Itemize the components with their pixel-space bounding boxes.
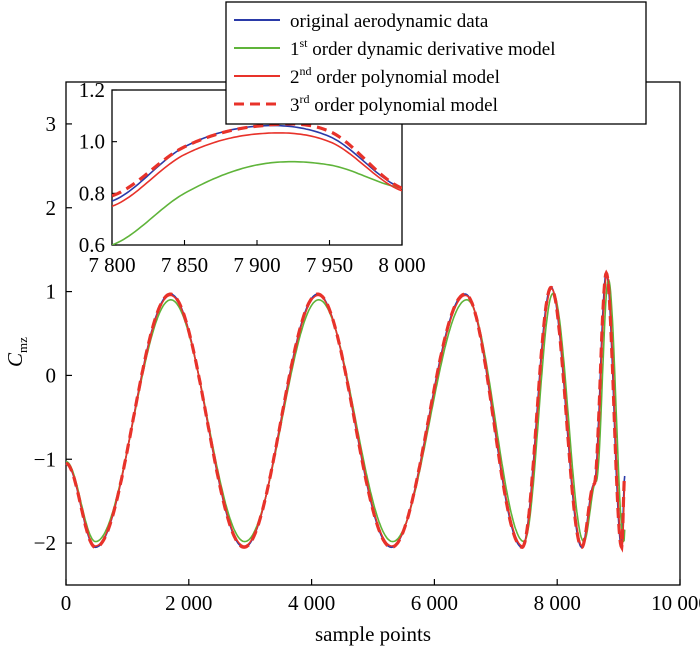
legend: original aerodynamic data 1st order dynam…: [225, 1, 647, 125]
y-tick-label: 0: [46, 363, 57, 387]
legend-label-sup: rd: [300, 92, 310, 106]
inset-x-tick-label: 7 950: [306, 253, 353, 277]
x-tick-label: 4 000: [288, 591, 335, 615]
x-tick-label: 10 000: [651, 591, 700, 615]
inset-y-tick-label: 0.6: [79, 233, 105, 257]
x-axis-label: sample points: [315, 622, 431, 646]
legend-label-rest: order polynomial model: [310, 95, 498, 116]
inset-x-tick-label: 7 900: [233, 253, 280, 277]
y-tick-label: 3: [46, 112, 57, 136]
legend-label-text: 1: [290, 39, 300, 60]
series-line-1: [65, 271, 626, 551]
x-tick-label: 0: [61, 591, 72, 615]
y-tick-label: 2: [46, 196, 57, 220]
legend-label-text: original aerodynamic data: [290, 11, 489, 32]
series-line-2: [65, 279, 626, 543]
legend-label-text: 2: [290, 67, 300, 88]
y-tick-label: −2: [34, 531, 56, 555]
series-line-4: [65, 269, 627, 553]
legend-label-4: 3rd order polynomial model: [290, 92, 498, 116]
x-tick-label: 2 000: [165, 591, 212, 615]
inset-series-line-3: [112, 132, 402, 208]
y-axis-label: Cmz: [3, 337, 30, 367]
inset-x-tick-label: 7 850: [161, 253, 208, 277]
legend-label-3: 2nd order polynomial model: [290, 64, 500, 88]
inset-x-tick-label: 8 000: [378, 253, 425, 277]
legend-frame: [225, 1, 647, 125]
legend-label-1: original aerodynamic data: [290, 11, 489, 32]
y-axis-label-sub: mz: [15, 337, 30, 353]
main-plot: 0 2 000 4 000 6 000 8 000 10 000 −2 −1 0 1 2 3: [34, 81, 700, 615]
x-tick-label: 6 000: [411, 591, 458, 615]
legend-label-sup: nd: [300, 64, 312, 78]
inset-series-line-2: [112, 160, 402, 245]
inset-series-line-4: [112, 122, 402, 198]
inset-y-tick-label: 1.2: [79, 78, 105, 102]
inset-y-tick-label: 1.0: [79, 130, 105, 154]
legend-label-text: 3: [290, 95, 300, 116]
y-tick-label: 1: [46, 280, 57, 304]
series-line-3: [65, 272, 626, 549]
legend-label-rest: order dynamic derivative model: [308, 39, 556, 60]
legend-label-rest: order polynomial model: [312, 67, 500, 88]
legend-label-2: 1st order dynamic derivative model: [290, 36, 555, 60]
y-axis-label-main: C: [3, 352, 27, 367]
y-tick-label: −1: [34, 447, 56, 471]
x-tick-label: 8 000: [534, 591, 581, 615]
inset-x-tick-label: 7 800: [88, 253, 135, 277]
legend-label-sup: st: [300, 36, 309, 50]
inset-y-tick-label: 0.8: [79, 181, 105, 205]
